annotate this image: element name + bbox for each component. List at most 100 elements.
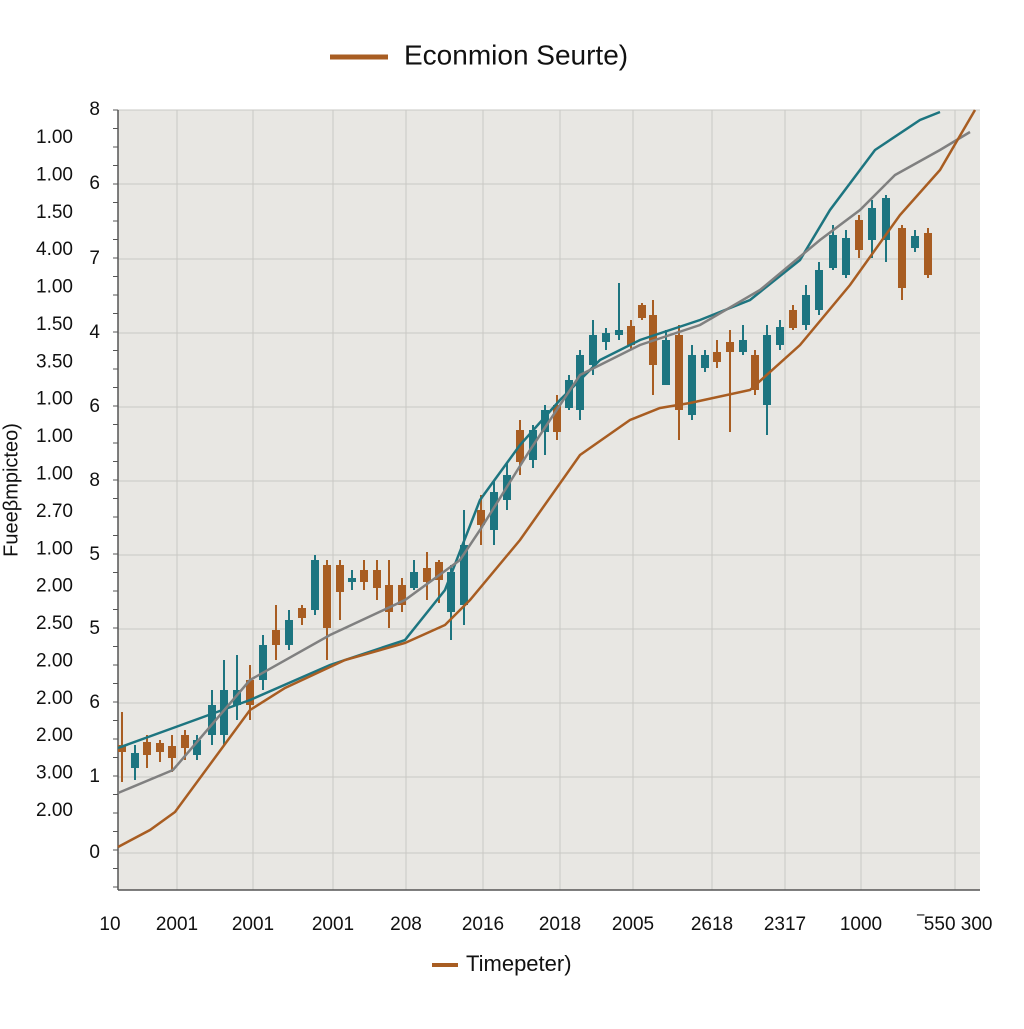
candle-body xyxy=(589,335,597,365)
candle-body xyxy=(688,355,696,415)
candle-body xyxy=(490,492,498,530)
x-tick-label: 208 xyxy=(390,914,422,935)
x-tick-label: 2001 xyxy=(232,914,274,935)
candle-body xyxy=(855,220,863,250)
y-tick-label: 8 xyxy=(89,99,100,120)
candle-body xyxy=(829,235,837,268)
candle-body xyxy=(208,705,216,735)
y-tick-label: 4 xyxy=(89,322,100,343)
x-tick-label: 2005 xyxy=(612,914,654,935)
y-side-label: 2.50 xyxy=(36,613,73,634)
candle-body xyxy=(460,545,468,605)
y-side-label: 1.00 xyxy=(36,538,73,559)
chart-title: Econmion Seurte) xyxy=(404,39,628,70)
candle-body xyxy=(323,565,331,628)
y-side-label: 4.00 xyxy=(36,239,73,260)
candle-body xyxy=(435,562,443,580)
candle-body xyxy=(541,410,549,432)
candle-body xyxy=(751,355,759,390)
candle-body xyxy=(868,208,876,240)
candle-body xyxy=(602,333,610,342)
candle-body xyxy=(815,270,823,310)
candle-body xyxy=(220,690,228,735)
candle-body xyxy=(789,310,797,328)
candle-body xyxy=(739,340,747,352)
trend-line xyxy=(117,110,941,750)
y-tick-label: 5 xyxy=(89,544,100,565)
candle-body xyxy=(156,743,164,752)
candle-body xyxy=(576,355,584,410)
y-side-label: 2.00 xyxy=(36,650,73,671)
x-tick-label: 2001 xyxy=(156,914,198,935)
candle-body xyxy=(713,352,721,362)
candle-body xyxy=(898,228,906,288)
candle-body xyxy=(615,330,623,335)
y-tick-label: 5 xyxy=(89,618,100,639)
candle-body xyxy=(447,572,455,612)
candle-body xyxy=(553,405,561,432)
y-side-label: 1.00 xyxy=(36,389,73,410)
y-side-label: 1.00 xyxy=(36,127,73,148)
candle-body xyxy=(662,340,670,385)
candle-body xyxy=(802,295,810,325)
candle-body xyxy=(701,355,709,368)
y-side-label: 1.00 xyxy=(36,164,73,185)
x-tick-label: 10 xyxy=(99,914,120,935)
candle-body xyxy=(675,335,683,410)
x-tick-label: 2001 xyxy=(312,914,354,935)
candle-body xyxy=(398,585,406,605)
trend-line xyxy=(117,130,971,795)
candle-body xyxy=(373,570,381,588)
candle-body xyxy=(311,560,319,610)
candle-body xyxy=(477,510,485,525)
x-tick-label: 2317 xyxy=(764,914,806,935)
y-side-label: 2.00 xyxy=(36,725,73,746)
candle-body xyxy=(842,238,850,275)
candle-body xyxy=(924,233,932,275)
candle-body xyxy=(181,735,189,748)
candle-body xyxy=(627,326,635,345)
candle-body xyxy=(565,380,573,408)
y-side-label: 2.70 xyxy=(36,501,73,522)
candle-body xyxy=(272,630,280,645)
y-axis-label: Fueeβmpicteo) xyxy=(0,423,22,557)
y-side-label: 3.50 xyxy=(36,351,73,372)
candle-body xyxy=(882,198,890,240)
candle-body xyxy=(776,327,784,345)
candle-body xyxy=(298,608,306,618)
y-side-label: 1.00 xyxy=(36,277,73,298)
y-tick-label: 1 xyxy=(89,766,100,787)
candle-body xyxy=(233,690,241,705)
y-tick-label: 6 xyxy=(89,173,100,194)
y-side-label: 1.00 xyxy=(36,464,73,485)
trend-line xyxy=(117,109,977,849)
candle-body xyxy=(423,568,431,582)
y-tick-label: 6 xyxy=(89,396,100,417)
y-side-label: 2.00 xyxy=(36,576,73,597)
y-tick-label: 6 xyxy=(89,692,100,713)
candle-body xyxy=(285,620,293,645)
y-side-label: 3.00 xyxy=(36,763,73,784)
x-tick-label: 2016 xyxy=(462,914,504,935)
y-side-label: 1.50 xyxy=(36,314,73,335)
candle-body xyxy=(410,572,418,588)
candle-body xyxy=(118,745,126,752)
y-tick-label: 0 xyxy=(89,842,100,863)
candle-body xyxy=(763,335,771,405)
y-tick-label: 8 xyxy=(89,470,100,491)
y-tick-label: 7 xyxy=(89,248,100,269)
y-side-label: 1.50 xyxy=(36,202,73,223)
x-tick-label: 1000 xyxy=(840,914,882,935)
candle-body xyxy=(360,570,368,582)
candle-body xyxy=(911,236,919,248)
x-axis-label: Timepeter) xyxy=(466,951,572,976)
candle-body xyxy=(246,680,254,705)
x-tick-label: 2018 xyxy=(539,914,581,935)
candle-body xyxy=(143,742,151,755)
candle-body xyxy=(726,342,734,352)
x-tick-label: 2618 xyxy=(691,914,733,935)
candle-body xyxy=(131,753,139,768)
y-side-label: 1.00 xyxy=(36,426,73,447)
